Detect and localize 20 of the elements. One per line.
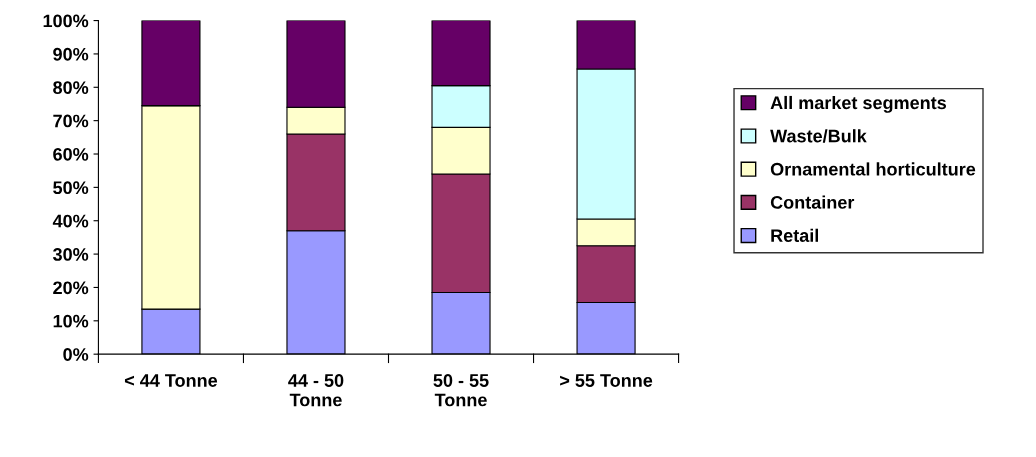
y-tick-label: 40% [52, 214, 89, 228]
y-tick-label: 60% [53, 147, 89, 161]
x-tick-label: 50 - 55 Tonne [433, 374, 489, 407]
legend-label: Retail [771, 228, 819, 242]
legend-label: All market segments [770, 95, 947, 113]
y-tick-label: 70% [53, 114, 89, 128]
y-tick-label: 0% [63, 348, 89, 361]
y-tick-label: 100% [43, 14, 89, 28]
y-tick-label: 30% [52, 248, 89, 261]
legend-label: Container [770, 195, 855, 209]
y-tick-label: 20% [53, 281, 89, 295]
x-tick-label: > 55 Tonne [560, 374, 653, 387]
y-tick-label: 50% [53, 181, 89, 195]
x-tick-label: 44 - 50 Tonne [288, 374, 344, 407]
y-tick-label: 90% [53, 47, 89, 61]
x-tick-label: < 44 Tonne [124, 374, 218, 387]
y-tick-label: 10% [53, 314, 89, 328]
legend-label: Ornamental horticulture [770, 162, 976, 176]
y-tick-label: 80% [53, 81, 89, 95]
legend-label: Waste/Bulk [770, 129, 867, 143]
